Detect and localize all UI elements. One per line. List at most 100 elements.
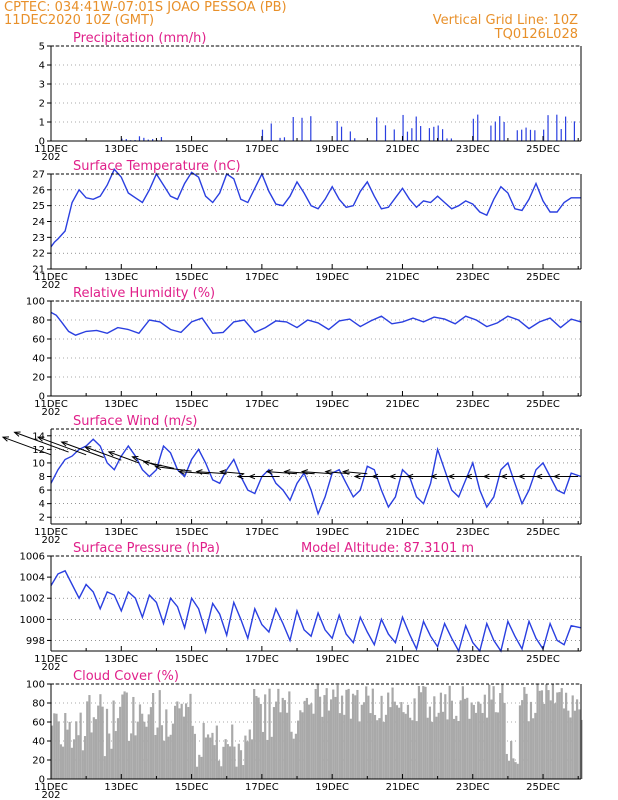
cloud-bar <box>518 705 522 779</box>
wind-arrow-head <box>154 464 162 471</box>
wind-arrow-head <box>219 469 227 475</box>
cloud-bar <box>103 756 106 779</box>
precip-bar <box>547 115 549 141</box>
cloud-bar <box>81 750 84 779</box>
cloud-bar <box>415 721 418 779</box>
precip-bar <box>393 129 395 141</box>
x-tick-label: 15DEC <box>175 144 209 155</box>
x-tick-label: 17DEC <box>245 399 279 410</box>
x-tick-label: 23DEC <box>456 782 490 793</box>
precip-bar <box>279 137 281 141</box>
x-tick-label: 23DEC <box>456 527 490 538</box>
x-tick-label: 17DEC <box>245 527 279 538</box>
precip-bar <box>152 139 154 141</box>
cloud-bar <box>332 689 335 779</box>
x-year-label: 202 <box>41 280 60 291</box>
cloud-bar <box>286 712 289 779</box>
precip-bar <box>384 125 387 141</box>
cloud-bar <box>235 766 238 779</box>
precip-bar <box>543 129 545 141</box>
cloud-bar <box>154 734 157 779</box>
cloud-bar <box>411 720 414 779</box>
cloud-bar <box>248 729 251 779</box>
cloud-bar <box>318 696 322 779</box>
cloud-bar <box>64 713 67 779</box>
cloud-bar <box>255 695 258 779</box>
cloud-bar <box>334 696 337 779</box>
panel-annotation: Model Altitude: 87.3101 m <box>301 541 474 556</box>
y-tick-label: 5 <box>39 42 45 53</box>
y-tick-label: 60 <box>32 335 45 346</box>
cloud-bar <box>433 696 436 779</box>
y-tick-label: 0 <box>39 392 45 403</box>
cloud-bar <box>435 716 438 779</box>
x-tick-label: 13DEC <box>104 399 138 410</box>
y-tick-label: 23 <box>32 233 45 244</box>
precip-bar <box>472 118 474 141</box>
cloud-bar <box>373 714 377 779</box>
wind-arrow-head <box>131 456 139 462</box>
panel-wind: 2 4 6 8 10 12 14 11DEC 13DEC 15DEC 17DEC 19DEC 21DEC… <box>1 414 582 546</box>
cloud-bar <box>119 706 122 779</box>
x-tick-label: 11DEC <box>34 654 68 665</box>
cloud-bar <box>514 762 517 779</box>
panel-title: Precipitation (mm/h) <box>73 31 206 46</box>
x-tick-label: 13DEC <box>104 272 138 283</box>
wind-arrow <box>85 446 122 461</box>
cloud-bar <box>301 712 304 779</box>
cloud-bar <box>75 721 78 779</box>
cloud-bar <box>424 686 427 779</box>
wind-arrow-head <box>177 469 185 475</box>
cloud-bar <box>382 721 385 779</box>
cloud-bar <box>461 686 464 779</box>
wind-arrow-head <box>552 473 560 480</box>
cloud-bar <box>66 729 69 779</box>
precip-bar <box>503 121 505 141</box>
wind-arrow-head <box>13 431 21 437</box>
precip-bar <box>283 137 286 141</box>
wind-arrow <box>37 436 87 456</box>
cloud-bar <box>147 714 150 779</box>
panel-precip: 0 1 2 3 4 5 11DEC 13DEC 15DEC 17DEC 19DEC 21DEC 23DE… <box>34 31 582 163</box>
cloud-bar <box>316 684 319 779</box>
cloud-bar <box>59 744 62 779</box>
cloud-bar <box>290 731 293 779</box>
x-year-label: 202 <box>41 790 60 800</box>
y-tick-label: 3 <box>39 80 45 91</box>
precip-bar <box>411 128 413 141</box>
cloud-bar <box>191 725 194 779</box>
precip-bar <box>573 121 575 141</box>
cloud-bar <box>187 706 190 779</box>
x-tick-label: 25DEC <box>526 144 560 155</box>
wind-arrow <box>61 441 104 458</box>
x-tick-label: 25DEC <box>526 782 560 793</box>
x-tick-label: 11DEC <box>34 527 68 538</box>
cloud-bar <box>92 717 95 779</box>
x-tick-label: 13DEC <box>104 144 138 155</box>
cloud-bar <box>264 694 267 779</box>
wind-arrow-head <box>500 473 508 480</box>
precip-bar <box>433 126 435 141</box>
cloud-bar <box>573 710 576 779</box>
cloud-bar <box>303 700 306 779</box>
cloud-bar <box>369 713 372 779</box>
cloud-bar <box>314 688 317 779</box>
wind-arrow <box>284 471 315 475</box>
precip-bar <box>402 114 404 141</box>
cloud-bar <box>213 745 216 779</box>
cloud-bar <box>367 695 370 779</box>
y-tick-label: 1000 <box>20 615 45 626</box>
cloud-bar <box>380 695 383 779</box>
y-tick-label: 1006 <box>20 552 45 563</box>
wind-arrow-head <box>195 469 203 475</box>
cloud-bar <box>466 697 469 779</box>
x-tick-label: 25DEC <box>526 654 560 665</box>
x-tick-label: 17DEC <box>245 144 279 155</box>
cloud-bar <box>160 725 164 779</box>
cloud-bar <box>268 688 271 779</box>
precip-bar <box>143 137 145 141</box>
cloud-bar <box>308 704 311 779</box>
cloud-bar <box>477 701 480 779</box>
cloud-bar <box>90 732 93 779</box>
